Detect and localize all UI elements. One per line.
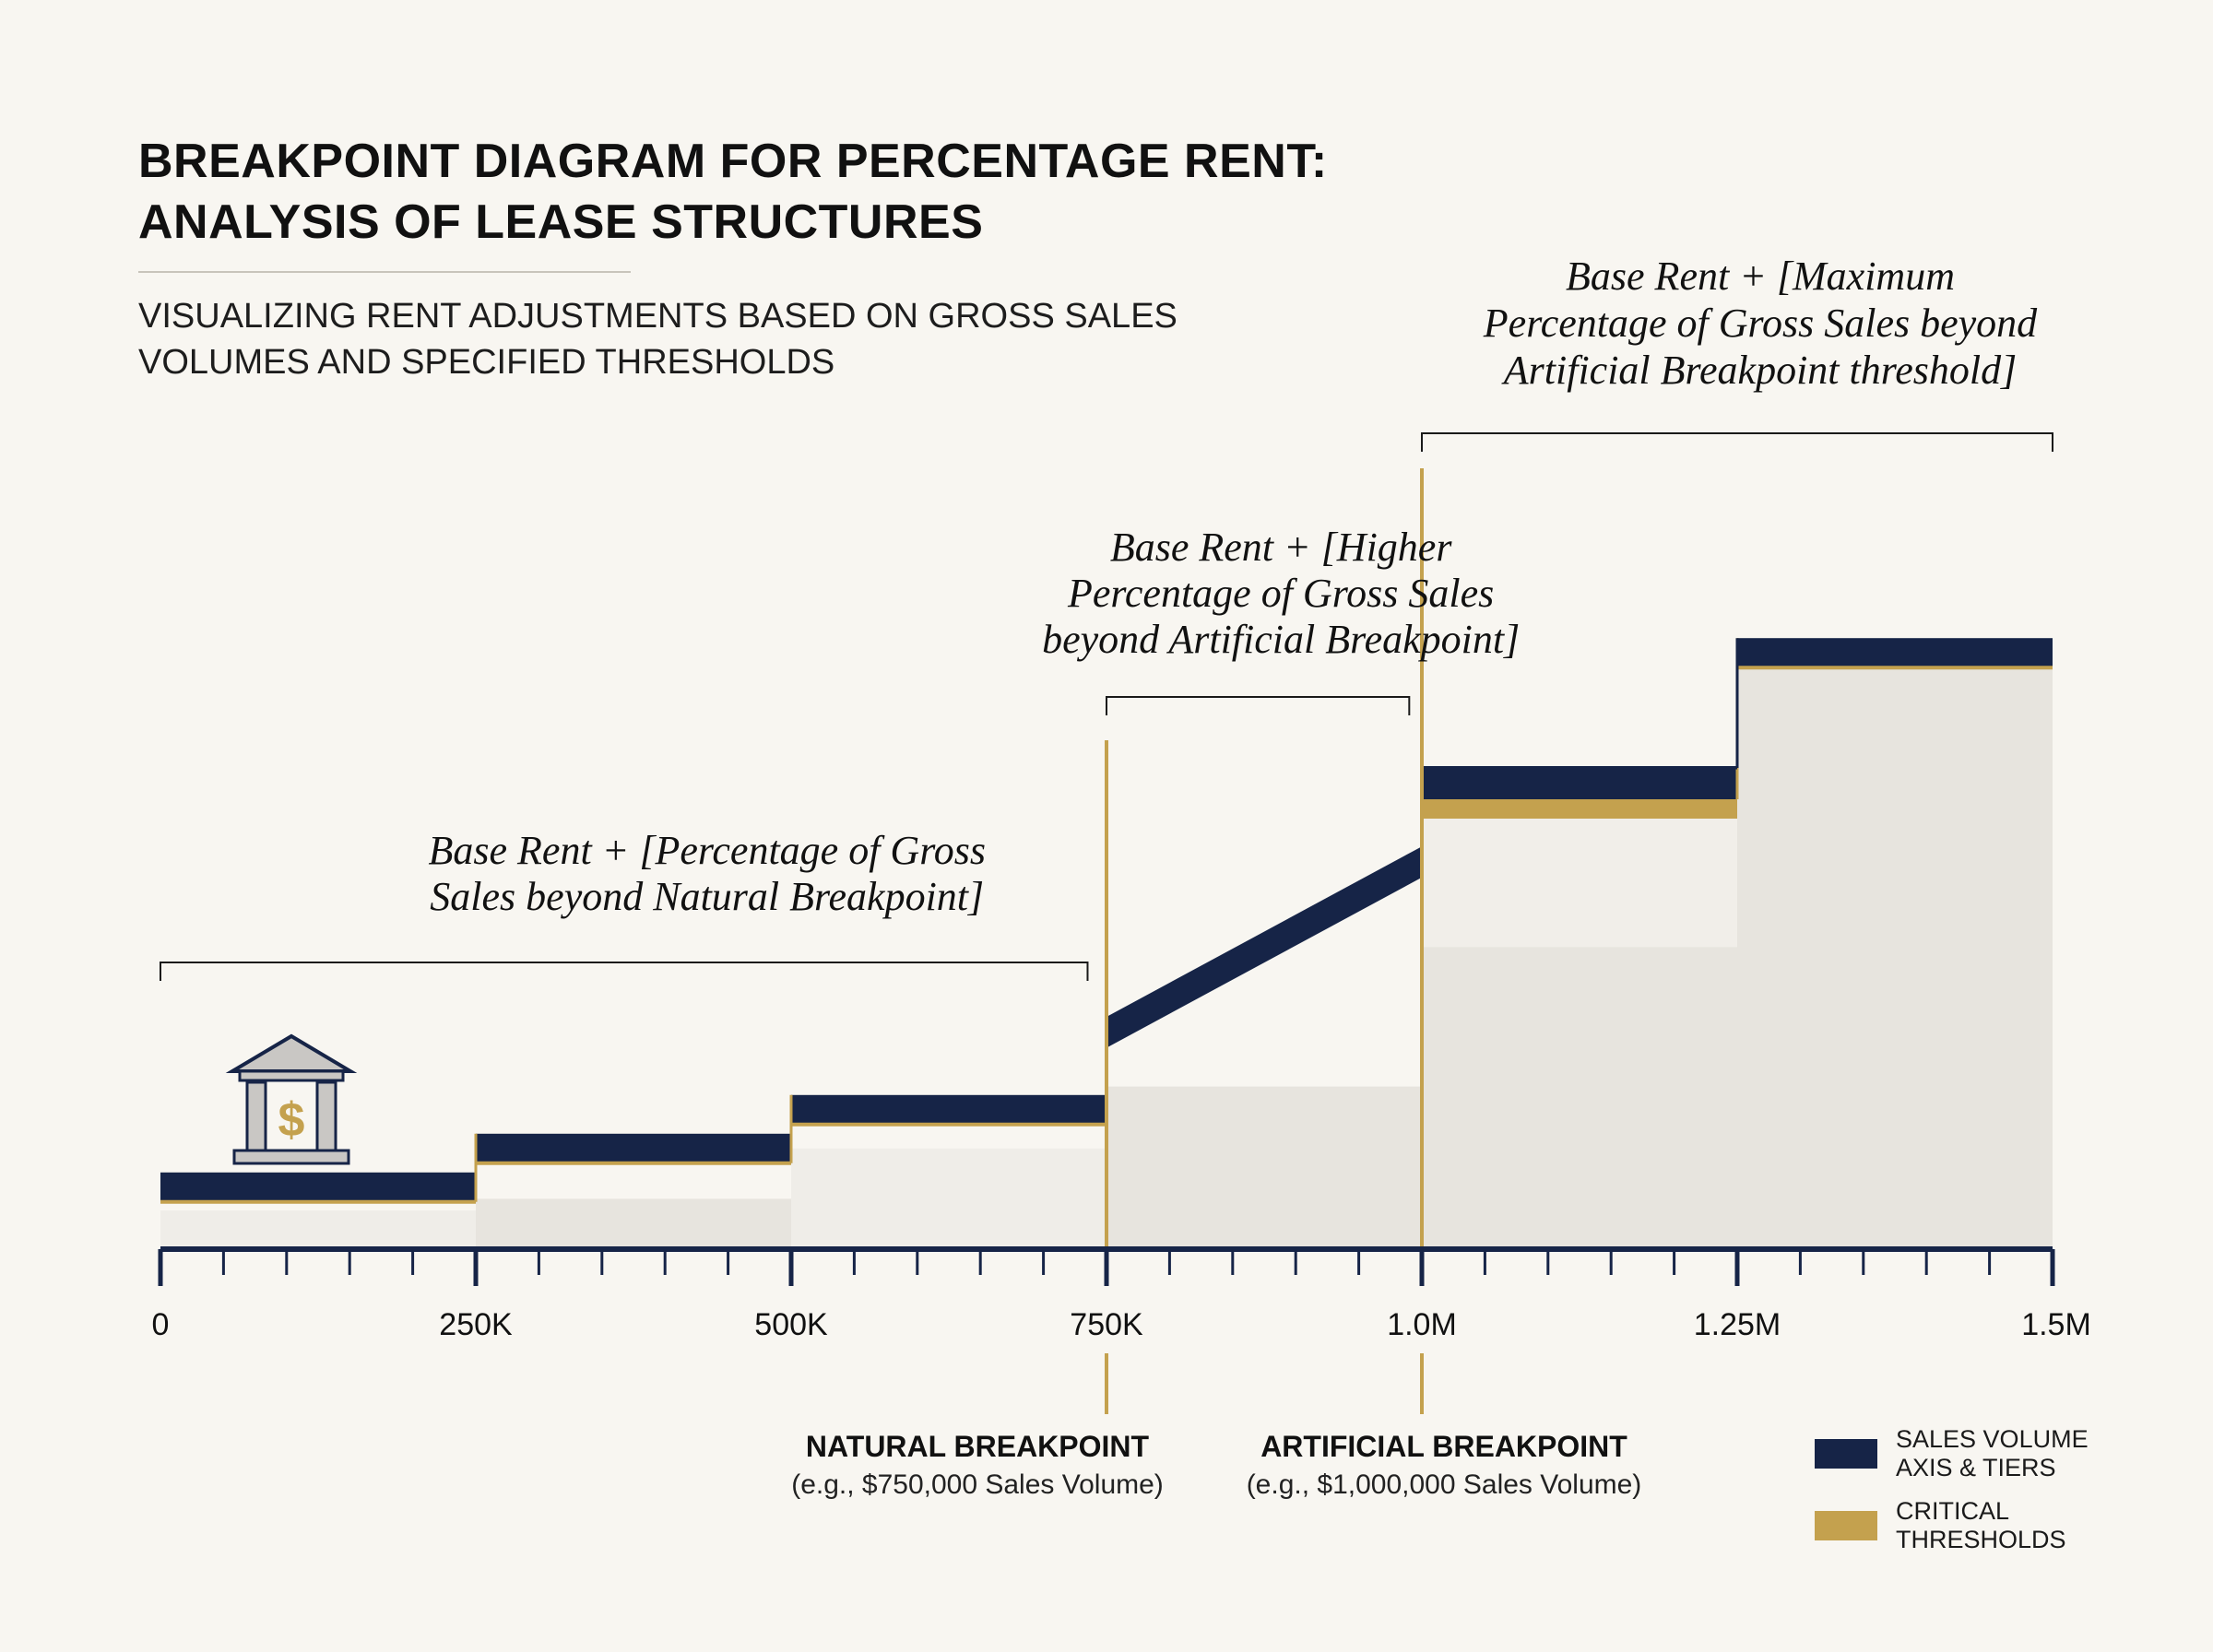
legend-swatch-gold bbox=[1815, 1511, 1877, 1540]
subtitle-line-1: VISUALIZING RENT ADJUSTMENTS BASED ON GR… bbox=[138, 297, 1178, 336]
background-fill-0 bbox=[160, 1210, 476, 1249]
x-tick-label-2: 500K bbox=[754, 1307, 828, 1342]
annotation-line-2-0: Base Rent + [Maximum bbox=[1566, 254, 1955, 299]
bank-roof bbox=[225, 1033, 358, 1073]
x-tick-label-0: 0 bbox=[152, 1307, 170, 1342]
legend-label-critical-thresholds: CRITICAL THRESHOLDS bbox=[1896, 1497, 2066, 1553]
background-fill-1 bbox=[476, 1198, 791, 1249]
tier-band-4 bbox=[1422, 770, 1737, 799]
chart-subtitle: VISUALIZING RENT ADJUSTMENTS BASED ON GR… bbox=[138, 293, 1178, 385]
annotation-bracket-0 bbox=[160, 962, 1089, 981]
bank-base bbox=[232, 1149, 350, 1165]
legend-swatch-navy bbox=[1815, 1439, 1877, 1469]
annotation-line-0-1: Sales beyond Natural Breakpoint] bbox=[430, 874, 984, 919]
tier-band-2 bbox=[791, 1094, 1106, 1125]
threshold-note-0: (e.g., $750,000 Sales Volume) bbox=[791, 1469, 1164, 1500]
annotation-line-1-0: Base Rent + [Higher bbox=[1110, 525, 1453, 570]
legend-item-critical-thresholds: CRITICAL THRESHOLDS bbox=[1815, 1497, 2099, 1554]
title-divider bbox=[138, 271, 631, 273]
x-tick-label-3: 750K bbox=[1070, 1307, 1143, 1342]
annotation-bracket-2 bbox=[1421, 432, 2053, 452]
dollar-sign-icon: $ bbox=[278, 1093, 305, 1147]
annotation-line-1-1: Percentage of Gross Sales bbox=[1067, 571, 1494, 616]
tier-band-1 bbox=[476, 1133, 791, 1163]
tier-band-5 bbox=[1737, 638, 2053, 668]
tier-band-0 bbox=[160, 1172, 476, 1202]
x-tick-label-5: 1.25M bbox=[1694, 1307, 1781, 1342]
annotation-line-2-1: Percentage of Gross Sales beyond bbox=[1483, 301, 2038, 346]
chart-title: BREAKPOINT DIAGRAM FOR PERCENTAGE RENT: … bbox=[138, 131, 1328, 253]
background-fill-upper-5 bbox=[1737, 660, 2053, 1249]
x-tick-label-6: 1.5M bbox=[2021, 1307, 2091, 1342]
legend: SALES VOLUME AXIS & TIERS CRITICAL THRES… bbox=[1815, 1425, 2099, 1569]
annotation-line-1-2: beyond Artificial Breakpoint] bbox=[1042, 617, 1520, 662]
threshold-label-0: NATURAL BREAKPOINT bbox=[806, 1430, 1150, 1463]
bank-pillar-left bbox=[245, 1080, 267, 1152]
x-tick-label-4: 1.0M bbox=[1387, 1307, 1457, 1342]
threshold-label-1: ARTIFICIAL BREAKPOINT bbox=[1260, 1430, 1627, 1463]
annotation-line-2-2: Artificial Breakpoint threshold] bbox=[1501, 348, 2017, 393]
title-line-2: ANALYSIS OF LEASE STRUCTURES bbox=[138, 195, 984, 249]
threshold-note-1: (e.g., $1,000,000 Sales Volume) bbox=[1247, 1469, 1642, 1500]
background-fill-3 bbox=[1106, 1086, 1422, 1249]
x-tick-label-1: 250K bbox=[439, 1307, 513, 1342]
legend-item-sales-volume: SALES VOLUME AXIS & TIERS bbox=[1815, 1425, 2099, 1482]
background-fill-upper-4 bbox=[1422, 947, 1737, 1249]
subtitle-line-2: VOLUMES AND SPECIFIED THRESHOLDS bbox=[138, 343, 835, 382]
background-fill-2 bbox=[791, 1148, 1106, 1249]
title-line-1: BREAKPOINT DIAGRAM FOR PERCENTAGE RENT: bbox=[138, 135, 1328, 188]
bank-beam bbox=[238, 1069, 345, 1082]
legend-label-sales-volume: SALES VOLUME AXIS & TIERS bbox=[1896, 1425, 2089, 1481]
tier-slope-3 bbox=[1106, 846, 1422, 1048]
annotation-bracket-1 bbox=[1106, 696, 1411, 715]
annotation-line-0-0: Base Rent + [Percentage of Gross bbox=[429, 828, 986, 873]
bank-dollar-icon: $ bbox=[225, 1033, 358, 1165]
bank-pillar-right bbox=[315, 1080, 337, 1152]
